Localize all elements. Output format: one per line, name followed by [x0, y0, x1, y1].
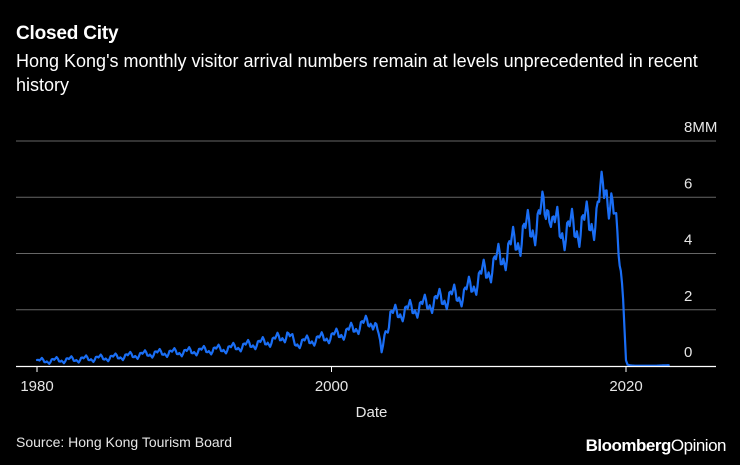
bloomberg-opinion-logo: BloombergOpinion — [585, 436, 727, 456]
y-tick-label-8: 8MM — [684, 119, 717, 136]
brand-sub: Opinion — [670, 436, 727, 455]
source-note: Source: Hong Kong Tourism Board — [16, 434, 233, 450]
x-axis-ticks: 1980 2000 2020 — [20, 366, 643, 395]
y-tick-label-4: 4 — [684, 232, 692, 249]
y-tick-label-6: 6 — [684, 175, 692, 192]
x-tick-label-2000: 2000 — [315, 378, 348, 395]
chart-subtitle: Hong Kong's monthly visitor arrival numb… — [16, 51, 698, 95]
y-axis-ticks: 0 2 4 6 8MM — [684, 119, 717, 361]
series-line-visitor-arrivals — [35, 170, 670, 367]
gridlines — [16, 140, 716, 311]
x-axis-label: Date — [356, 404, 388, 421]
chart-title: Closed City — [16, 23, 119, 44]
y-tick-label-2: 2 — [684, 288, 692, 305]
x-tick-label-2020: 2020 — [609, 378, 642, 395]
brand-main: Bloomberg — [585, 436, 672, 455]
y-tick-label-0: 0 — [684, 344, 692, 361]
x-tick-label-1980: 1980 — [20, 378, 53, 395]
